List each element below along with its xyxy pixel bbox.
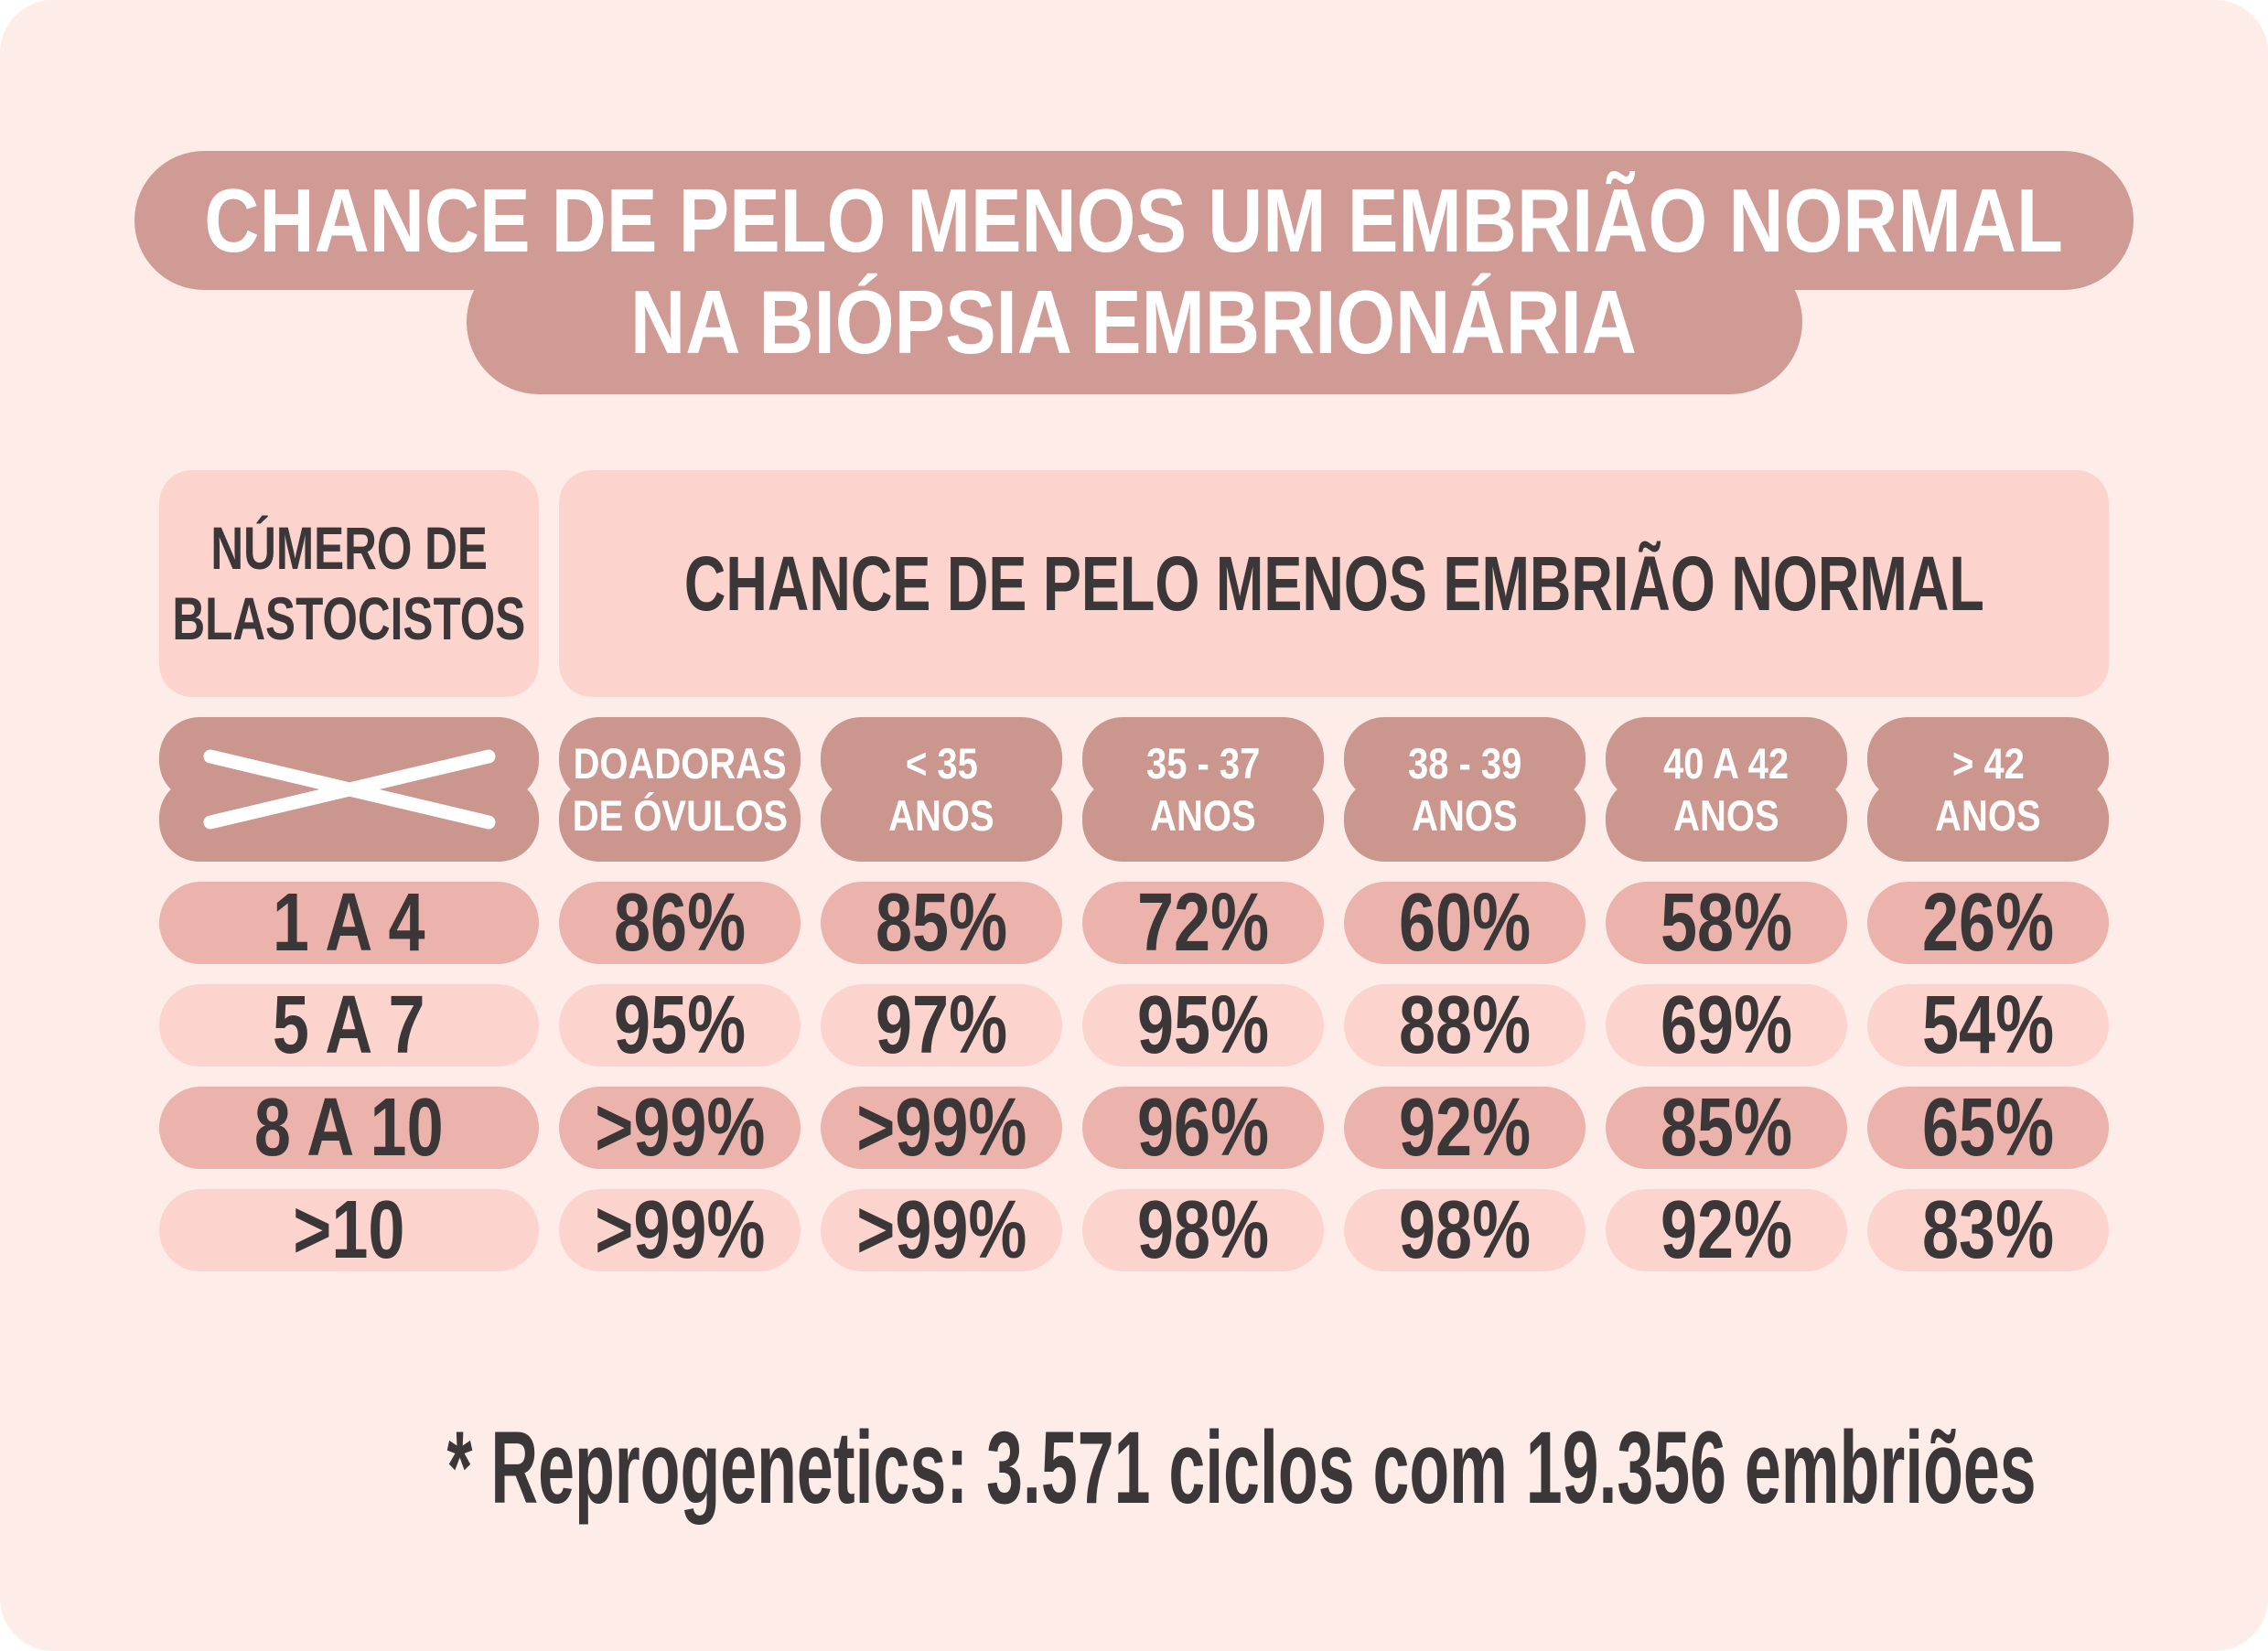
value-pill: 92%	[1344, 1082, 1585, 1174]
value-label: >99%	[855, 1184, 1027, 1276]
row-group-header-cell: NÚMERO DE BLASTOCISTOS	[159, 470, 539, 697]
row-group-header-line2: BLASTOCISTOS	[172, 584, 526, 652]
value-pill: 97%	[821, 980, 1062, 1071]
value-label: 95%	[613, 979, 747, 1071]
value-label: 92%	[1398, 1081, 1532, 1174]
data-table: NÚMERO DE BLASTOCISTOS CHANCE DE PELO ME…	[159, 470, 2109, 1276]
value-pill: 58%	[1606, 877, 1847, 969]
value-label: 86%	[613, 876, 747, 969]
column-group-header-cell: CHANCE DE PELO MENOS EMBRIÃO NORMAL	[559, 470, 2109, 697]
column-header-line1: 35 - 37	[1145, 738, 1261, 788]
x-marker-cell	[159, 717, 539, 862]
row-label-pill: >10	[159, 1185, 539, 1276]
column-header-cell: 40 A 42 ANOS	[1606, 717, 1847, 862]
footnote: * Reprogenetics: 3.571 ciclos com 19.356…	[446, 1410, 2037, 1525]
footnote-row: * Reprogenetics: 3.571 ciclos com 19.356…	[0, 1409, 2268, 1527]
value-label: 65%	[1921, 1081, 2055, 1174]
row-label: 1 A 4	[273, 876, 425, 969]
column-header-line2: DE ÓVULOS	[572, 791, 788, 840]
value-label: >99%	[594, 1184, 766, 1276]
value-pill: 85%	[821, 877, 1062, 969]
column-header-cell: DOADORAS DE ÓVULOS	[559, 717, 801, 862]
value-pill: 26%	[1867, 877, 2109, 969]
value-pill: >99%	[821, 1185, 1062, 1276]
value-label: 98%	[1398, 1184, 1532, 1276]
value-pill: 69%	[1606, 980, 1847, 1071]
value-label: 83%	[1921, 1184, 2055, 1276]
row-label-pill: 5 A 7	[159, 980, 539, 1071]
value-pill: 65%	[1867, 1082, 2109, 1174]
column-header-line2: ANOS	[888, 791, 994, 840]
value-pill: 60%	[1344, 877, 1585, 969]
title-line2: NA BIÓPSIA EMBRIONÁRIA	[630, 271, 1638, 372]
value-label: 98%	[1136, 1184, 1270, 1276]
value-pill: 54%	[1867, 980, 2109, 1071]
column-header-line2: ANOS	[1935, 791, 2041, 840]
column-group-header-label: CHANCE DE PELO MENOS EMBRIÃO NORMAL	[683, 540, 1984, 627]
row-label: >10	[293, 1184, 405, 1276]
column-header-line1: 38 - 39	[1407, 738, 1522, 788]
value-pill: 72%	[1082, 877, 1324, 969]
column-header-line2: ANOS	[1150, 791, 1256, 840]
title-line1-pill: CHANCE DE PELO MENOS UM EMBRIÃO NORMAL	[134, 151, 2134, 290]
column-header-line2: ANOS	[1412, 791, 1518, 840]
value-pill: 98%	[1344, 1185, 1585, 1276]
row-label: 5 A 7	[273, 979, 425, 1071]
value-label: 72%	[1136, 876, 1270, 969]
title-line2-pill: NA BIÓPSIA EMBRIONÁRIA	[466, 250, 1802, 394]
row-label-pill: 1 A 4	[159, 877, 539, 969]
value-label: 88%	[1398, 979, 1532, 1071]
column-header-line2: ANOS	[1673, 791, 1779, 840]
value-pill: 92%	[1606, 1185, 1847, 1276]
row-group-header-line1: NÚMERO DE	[210, 514, 488, 583]
value-pill: 86%	[559, 877, 801, 969]
column-header-cell: < 35 ANOS	[821, 717, 1062, 862]
value-label: 85%	[1660, 1081, 1793, 1174]
value-label: 58%	[1660, 876, 1793, 969]
value-pill: 88%	[1344, 980, 1585, 1071]
title-block: CHANCE DE PELO MENOS UM EMBRIÃO NORMAL N…	[0, 151, 2268, 394]
value-label: 60%	[1398, 876, 1532, 969]
value-pill: 83%	[1867, 1185, 2109, 1276]
value-label: 92%	[1660, 1184, 1793, 1276]
value-label: >99%	[594, 1081, 766, 1174]
column-header-line1: DOADORAS	[573, 738, 787, 788]
value-pill: 98%	[1082, 1185, 1324, 1276]
row-label: 8 A 10	[254, 1081, 444, 1174]
value-pill: 95%	[1082, 980, 1324, 1071]
value-label: 95%	[1136, 979, 1270, 1071]
value-pill: >99%	[559, 1185, 801, 1276]
row-label-pill: 8 A 10	[159, 1082, 539, 1174]
value-pill: >99%	[559, 1082, 801, 1174]
value-label: 69%	[1660, 979, 1793, 1071]
value-pill: 85%	[1606, 1082, 1847, 1174]
column-header-line1: 40 A 42	[1663, 738, 1790, 788]
value-pill: 96%	[1082, 1082, 1324, 1174]
value-label: 26%	[1921, 876, 2055, 969]
value-label: 97%	[875, 979, 1008, 1071]
value-label: 85%	[875, 876, 1008, 969]
title-line1: CHANCE DE PELO MENOS UM EMBRIÃO NORMAL	[204, 169, 2064, 271]
value-label: 54%	[1921, 979, 2055, 1071]
column-header-cell: 35 - 37 ANOS	[1082, 717, 1324, 862]
value-label: 96%	[1136, 1081, 1270, 1174]
column-header-cell: > 42 ANOS	[1867, 717, 2109, 862]
value-label: >99%	[855, 1081, 1027, 1174]
column-header-line1: > 42	[1951, 738, 2025, 788]
crossed-lines-icon	[203, 749, 495, 830]
column-header-cell: 38 - 39 ANOS	[1344, 717, 1585, 862]
column-header-line1: < 35	[905, 738, 978, 788]
value-pill: >99%	[821, 1082, 1062, 1174]
footer: * Reprogenetics: 3.571 ciclos com 19.356…	[0, 1409, 2268, 1527]
value-pill: 95%	[559, 980, 801, 1071]
